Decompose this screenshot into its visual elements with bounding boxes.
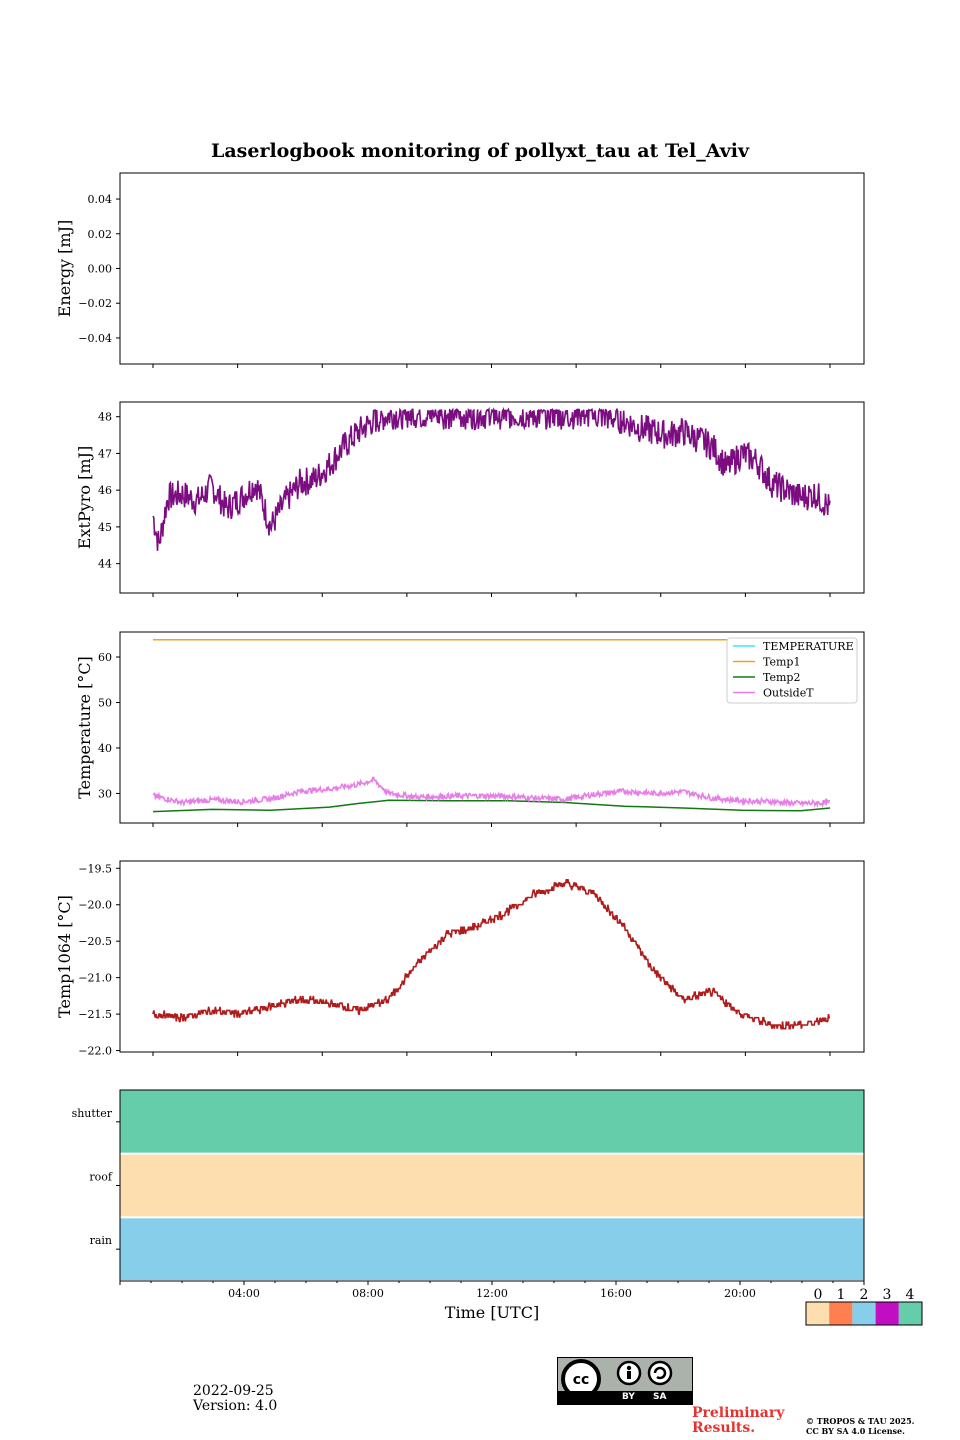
panel-frame-1 [119,401,865,594]
x-tick-label: 12:00 [476,1287,508,1300]
y-tick-label: −22.0 [78,1045,112,1058]
y-tick-label: −20.5 [78,935,112,948]
y-tick-label: 0.02 [88,228,113,241]
x-axis-label: Time [UTC] [445,1303,539,1322]
colorbar-cell [829,1302,853,1325]
sa-share-icon [647,1360,673,1386]
cc-badge-bar: BY SA [558,1391,692,1404]
x-tick-label: 16:00 [600,1287,632,1300]
y-tick-label: 46 [98,484,112,497]
colorbar-tick-label: 3 [883,1287,892,1303]
x-tick-label: 20:00 [724,1287,756,1300]
y-tick-label: 30 [98,787,112,800]
cc-by-label: BY [622,1392,635,1402]
x-tick-label: 08:00 [352,1287,384,1300]
figure-title: Laserlogbook monitoring of pollyxt_tau a… [210,140,749,162]
y-axis-label: Temp1064 [°C] [55,895,74,1018]
status-row-rain [120,1218,864,1280]
colorbar-cell [875,1302,899,1325]
y-axis-label: ExtPyro [mJ] [75,446,94,549]
date-label: 2022-09-25 [193,1383,274,1399]
colorbar-tick-label: 4 [906,1287,915,1303]
preliminary-note: Preliminary Results. [692,1405,785,1436]
y-axis-label: Energy [mJ] [55,220,74,318]
y-tick-label: −21.5 [78,1008,112,1021]
y-tick-label: 47 [98,447,112,460]
legend-label: Temp1 [763,656,800,669]
cc-sa-label: SA [653,1392,667,1402]
colorbar-tick-label: 0 [814,1287,823,1303]
status-label-roof: roof [89,1171,113,1184]
y-tick-label: 44 [98,558,112,571]
copyright-note: © TROPOS & TAU 2025. CC BY SA 4.0 Licens… [806,1416,915,1436]
cc-text-icon: cc [573,1372,590,1388]
date-version: 2022-09-25 Version: 4.0 [193,1384,277,1414]
y-tick-label: −0.04 [78,332,112,345]
colorbar-cell [852,1302,876,1325]
y-tick-label: −19.5 [78,862,112,875]
version-label: Version: 4.0 [193,1398,278,1414]
colorbar-cell [806,1302,830,1325]
series-line-OutsideT [152,776,830,809]
legend-label: TEMPERATURE [763,640,854,653]
y-tick-label: −21.0 [78,972,112,985]
legend-label: OutsideT [763,687,814,700]
y-tick-label: 40 [98,742,112,755]
panel-frame-0 [119,172,865,365]
status-row-shutter [120,1090,864,1153]
x-tick-label: 04:00 [228,1287,260,1300]
y-tick-label: −20.0 [78,899,112,912]
colorbar-tick-label: 2 [860,1287,869,1303]
status-label-shutter: shutter [72,1107,113,1120]
y-tick-label: −0.02 [78,297,112,310]
colorbar-frame [805,1301,923,1326]
colorbar-cell [898,1302,922,1325]
legend-box [726,637,858,704]
y-tick-label: 45 [98,521,112,534]
series-line-Temp2 [152,799,831,813]
y-tick-label: 50 [98,696,112,709]
series-line-data [152,406,831,551]
y-tick-label: 0.04 [88,193,113,206]
series-line-data [152,879,830,1030]
status-row-roof [120,1154,864,1217]
cc-license-badge: cc BY SA [557,1357,693,1405]
status-label-rain: rain [90,1234,112,1247]
cc-icons: cc [561,1359,673,1399]
y-tick-label: 0.00 [88,263,113,276]
panel-frame-3 [119,860,865,1053]
y-tick-label: 48 [98,411,112,424]
y-axis-label: Temperature [°C] [75,656,94,799]
y-tick-label: 60 [98,651,112,664]
colorbar-tick-label: 1 [837,1287,846,1303]
legend-label: Temp2 [763,671,800,684]
